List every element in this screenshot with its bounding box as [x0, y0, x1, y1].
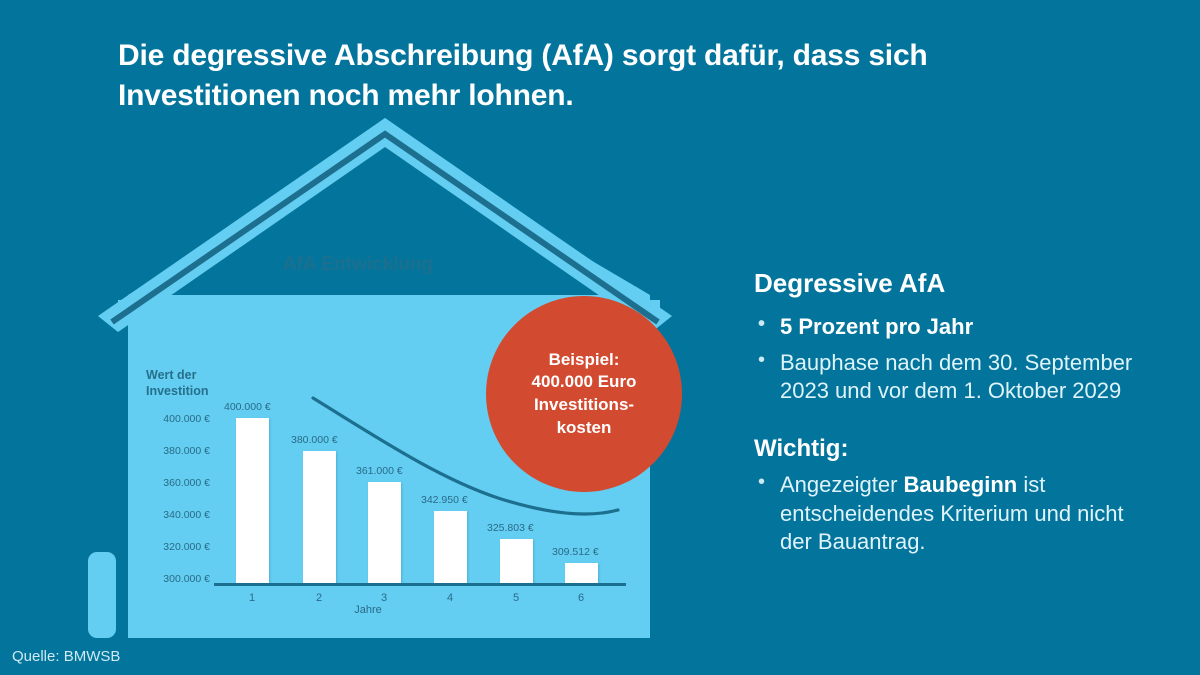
example-callout-bubble: Beispiel: 400.000 Euro Investitions- kos… [486, 296, 682, 492]
bar-year-2 [303, 451, 336, 583]
panel-heading-degressive-afa: Degressive AfA [754, 268, 946, 298]
bar-value-label: 361.000 € [356, 465, 403, 477]
bar-year-6 [565, 563, 598, 583]
y-tick-label: 360.000 € [163, 477, 210, 489]
headline-line-1: Die degressive Abschreibung (AfA) sorgt … [118, 39, 928, 72]
x-tick-label: 2 [315, 592, 323, 604]
bullet-baubeginn-post: ist entscheidendes Kriterium und nicht d… [780, 472, 1124, 554]
source-credit: Quelle: BMWSB [12, 648, 121, 665]
y-tick-label: 320.000 € [163, 541, 210, 553]
bar-value-label: 380.000 € [291, 434, 338, 446]
decorative-tab [88, 552, 116, 638]
page-title: Die degressive Abschreibung (AfA) sorgt … [118, 36, 1048, 115]
x-axis-line [214, 583, 626, 586]
bar-year-3 [368, 482, 401, 583]
y-axis-title: Wert der Investition [146, 368, 209, 399]
y-axis-title-line-2: Investition [146, 383, 209, 398]
bullet-bauphase: Bauphase nach dem 30. September 2023 und… [754, 348, 1154, 405]
y-tick-label: 340.000 € [163, 509, 210, 521]
chart-title: AfA Entwicklung [282, 254, 434, 275]
bar-value-label: 309.512 € [552, 546, 599, 558]
bar-value-label: 342.950 € [421, 494, 468, 506]
bar-value-label: 325.803 € [487, 522, 534, 534]
y-tick-label: 300.000 € [163, 573, 210, 585]
x-tick-label: 3 [380, 592, 388, 604]
bar-year-1 [236, 418, 269, 583]
bar-year-5 [500, 539, 533, 583]
bubble-line-4: kosten [556, 417, 612, 437]
x-tick-label: 5 [512, 592, 520, 604]
x-tick-label: 4 [446, 592, 454, 604]
bullet-baubeginn: Angezeigter Baubeginn ist entscheidendes… [754, 470, 1154, 555]
x-tick-label: 6 [577, 592, 585, 604]
bar-year-4 [434, 511, 467, 583]
bar-value-label: 400.000 € [224, 401, 271, 413]
y-axis-title-line-1: Wert der [146, 368, 197, 382]
panel-heading-wichtig: Wichtig: [754, 435, 849, 463]
panel-bullet-list-1: 5 Prozent pro Jahr Bauphase nach dem 30.… [754, 312, 1154, 405]
bubble-line-2: 400.000 Euro [531, 372, 637, 392]
roof-outline [110, 130, 660, 325]
bubble-line-1: Beispiel: [548, 349, 620, 369]
panel-bullet-list-2: Angezeigter Baubeginn ist entscheidendes… [754, 470, 1154, 555]
y-tick-label: 380.000 € [163, 445, 210, 457]
trend-curve [311, 396, 620, 516]
bubble-line-3: Investitions- [533, 395, 635, 414]
x-tick-label: 1 [248, 592, 256, 604]
x-axis-title: Jahre [354, 604, 382, 616]
bullet-baubeginn-bold: Baubeginn [903, 472, 1018, 498]
bullet-rate: 5 Prozent pro Jahr [754, 312, 1154, 341]
y-tick-label: 400.000 € [163, 413, 210, 425]
info-panel: Degressive AfA 5 Prozent pro Jahr Baupha… [754, 268, 1154, 564]
afa-chart: AfA Entwicklung Wert der Investition 400… [128, 240, 650, 638]
bullet-baubeginn-pre: Angezeigter [780, 472, 904, 498]
headline-line-2: Investitionen noch mehr lohnen. [118, 78, 574, 112]
